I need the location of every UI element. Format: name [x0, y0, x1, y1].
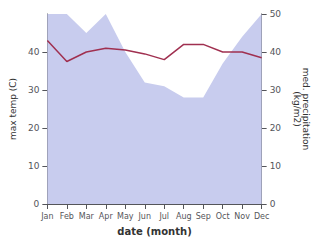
svg-text:30: 30 [270, 85, 282, 95]
svg-text:Jun: Jun [138, 212, 152, 221]
svg-text:0: 0 [270, 199, 276, 209]
svg-text:50: 50 [270, 9, 282, 19]
svg-text:Sep: Sep [196, 212, 211, 221]
svg-text:Apr: Apr [99, 212, 114, 221]
svg-text:Jan: Jan [40, 212, 53, 221]
svg-text:Dec: Dec [254, 212, 269, 221]
svg-text:max temp (C): max temp (C) [8, 78, 18, 140]
svg-text:May: May [117, 212, 134, 221]
svg-text:med. precipitation: med. precipitation [300, 67, 311, 151]
svg-text:20: 20 [270, 123, 282, 133]
svg-text:Aug: Aug [176, 212, 192, 221]
svg-text:Oct: Oct [216, 212, 230, 221]
svg-text:Nov: Nov [234, 212, 250, 221]
svg-text:10: 10 [28, 161, 40, 171]
svg-text:(kg/m2): (kg/m2) [292, 91, 302, 126]
svg-text:10: 10 [270, 161, 282, 171]
svg-text:Mar: Mar [79, 212, 95, 221]
svg-text:20: 20 [28, 123, 40, 133]
svg-text:0: 0 [34, 199, 40, 209]
svg-text:40: 40 [28, 47, 40, 57]
svg-text:Feb: Feb [60, 212, 74, 221]
svg-text:Jul: Jul [158, 212, 169, 221]
svg-text:30: 30 [28, 85, 40, 95]
svg-text:date (month): date (month) [117, 226, 191, 237]
svg-text:40: 40 [270, 47, 282, 57]
